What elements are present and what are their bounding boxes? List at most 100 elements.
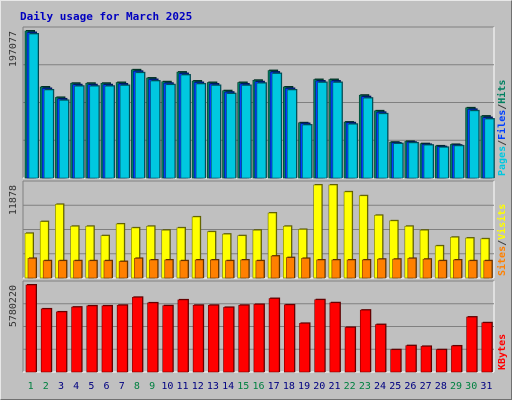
panel-kbytes-ytick-label: 5780220 — [8, 285, 19, 327]
sites-bar-27 — [422, 258, 432, 279]
day-label-24: 24 — [374, 381, 386, 392]
pages-bar-26 — [408, 142, 419, 179]
chart-title: Daily usage for March 2025 — [20, 10, 192, 23]
pages-bar-24 — [378, 113, 388, 179]
sites-bar-1 — [27, 258, 37, 279]
sites-bar-13 — [210, 259, 219, 279]
legend-part-2: Visits — [496, 204, 508, 240]
day-label-17: 17 — [268, 381, 280, 392]
pages-bar-20 — [317, 82, 327, 179]
kbytes-bar-15 — [238, 305, 250, 373]
kbytes-bar-16 — [253, 304, 265, 373]
legend-part-4: Hits — [496, 80, 508, 104]
kbytes-bar-24 — [375, 324, 386, 373]
sites-bar-29 — [453, 259, 462, 279]
day-label-14: 14 — [222, 381, 234, 392]
pages-bar-27 — [423, 144, 434, 179]
panel-hits-files-pages-side-legend: Pages/Files/Hits — [496, 80, 508, 176]
kbytes-bar-27 — [420, 346, 432, 373]
pages-bar-11 — [180, 74, 191, 179]
kbytes-bar-8 — [132, 297, 143, 373]
pages-bar-17 — [271, 73, 282, 179]
kbytes-bar-19 — [299, 323, 310, 373]
day-label-4: 4 — [73, 381, 79, 392]
day-label-20: 20 — [313, 381, 325, 392]
legend-part-1: / — [497, 140, 508, 146]
pages-bar-4 — [74, 85, 84, 179]
sites-bar-7 — [118, 261, 128, 279]
sites-bar-22 — [346, 259, 356, 279]
kbytes-bar-4 — [71, 306, 82, 373]
pages-bar-6 — [104, 85, 115, 179]
panel-hits-files-pages-ytick-label: 197077 — [8, 31, 19, 67]
kbytes-bar-5 — [86, 305, 98, 373]
legend-part-0: KBytes — [497, 334, 508, 370]
day-label-27: 27 — [420, 381, 432, 392]
day-label-30: 30 — [465, 381, 477, 392]
legend-part-1: / — [497, 240, 508, 246]
day-label-5: 5 — [88, 381, 94, 392]
day-label-29: 29 — [450, 381, 462, 392]
sites-bar-21 — [331, 259, 341, 279]
pages-bar-18 — [286, 89, 297, 179]
day-label-28: 28 — [435, 381, 447, 392]
day-label-6: 6 — [104, 381, 110, 392]
pages-bar-29 — [454, 145, 464, 179]
kbytes-bar-20 — [314, 299, 325, 373]
sites-bar-8 — [134, 258, 143, 279]
day-label-1: 1 — [28, 381, 34, 392]
pages-bar-28 — [438, 147, 449, 179]
sites-bar-26 — [407, 258, 417, 279]
day-label-18: 18 — [283, 381, 295, 392]
day-label-15: 15 — [237, 381, 249, 392]
pages-bar-7 — [119, 85, 130, 179]
day-label-8: 8 — [134, 381, 140, 392]
pages-bar-25 — [393, 143, 403, 179]
sites-bar-3 — [58, 260, 67, 279]
pages-bar-23 — [362, 97, 373, 179]
sites-bar-23 — [361, 259, 371, 279]
day-label-23: 23 — [359, 381, 371, 392]
pages-bar-13 — [211, 85, 221, 179]
day-label-2: 2 — [43, 381, 49, 392]
sites-bar-12 — [194, 259, 204, 279]
pages-bar-5 — [89, 85, 100, 179]
pages-bar-12 — [195, 83, 206, 179]
pages-bar-14 — [226, 93, 236, 179]
day-label-26: 26 — [404, 381, 416, 392]
pages-bar-8 — [135, 72, 145, 179]
sites-bar-17 — [270, 255, 280, 279]
kbytes-bar-1 — [25, 284, 37, 373]
pages-bar-19 — [302, 124, 312, 179]
day-label-12: 12 — [192, 381, 204, 392]
pages-bar-2 — [43, 89, 54, 179]
sites-bar-16 — [255, 260, 265, 279]
kbytes-bar-29 — [451, 345, 462, 373]
kbytes-bar-28 — [435, 349, 447, 373]
pages-bar-10 — [165, 84, 176, 179]
sites-bar-20 — [316, 259, 325, 279]
pages-bar-9 — [150, 80, 160, 179]
day-label-16: 16 — [252, 381, 264, 392]
kbytes-bar-7 — [116, 305, 128, 373]
sites-bar-10 — [164, 259, 174, 279]
day-label-9: 9 — [149, 381, 155, 392]
sites-bar-11 — [179, 260, 189, 279]
pages-bar-22 — [347, 123, 358, 179]
panel-visits-sites-ytick-label: 11878 — [8, 185, 19, 215]
day-label-3: 3 — [58, 381, 64, 392]
panel-kbytes-side-legend: KBytes — [497, 334, 508, 370]
kbytes-bar-9 — [147, 302, 158, 373]
kbytes-bar-3 — [56, 311, 67, 373]
kbytes-bar-10 — [162, 305, 174, 373]
sites-bar-5 — [88, 260, 98, 279]
sites-bar-6 — [103, 260, 113, 279]
pages-bar-30 — [469, 110, 479, 179]
legend-part-3: / — [497, 104, 508, 110]
kbytes-bar-23 — [359, 309, 371, 373]
sites-bar-31 — [483, 260, 493, 279]
kbytes-bar-22 — [344, 327, 356, 373]
sites-bar-9 — [149, 259, 158, 279]
day-label-11: 11 — [177, 381, 189, 392]
